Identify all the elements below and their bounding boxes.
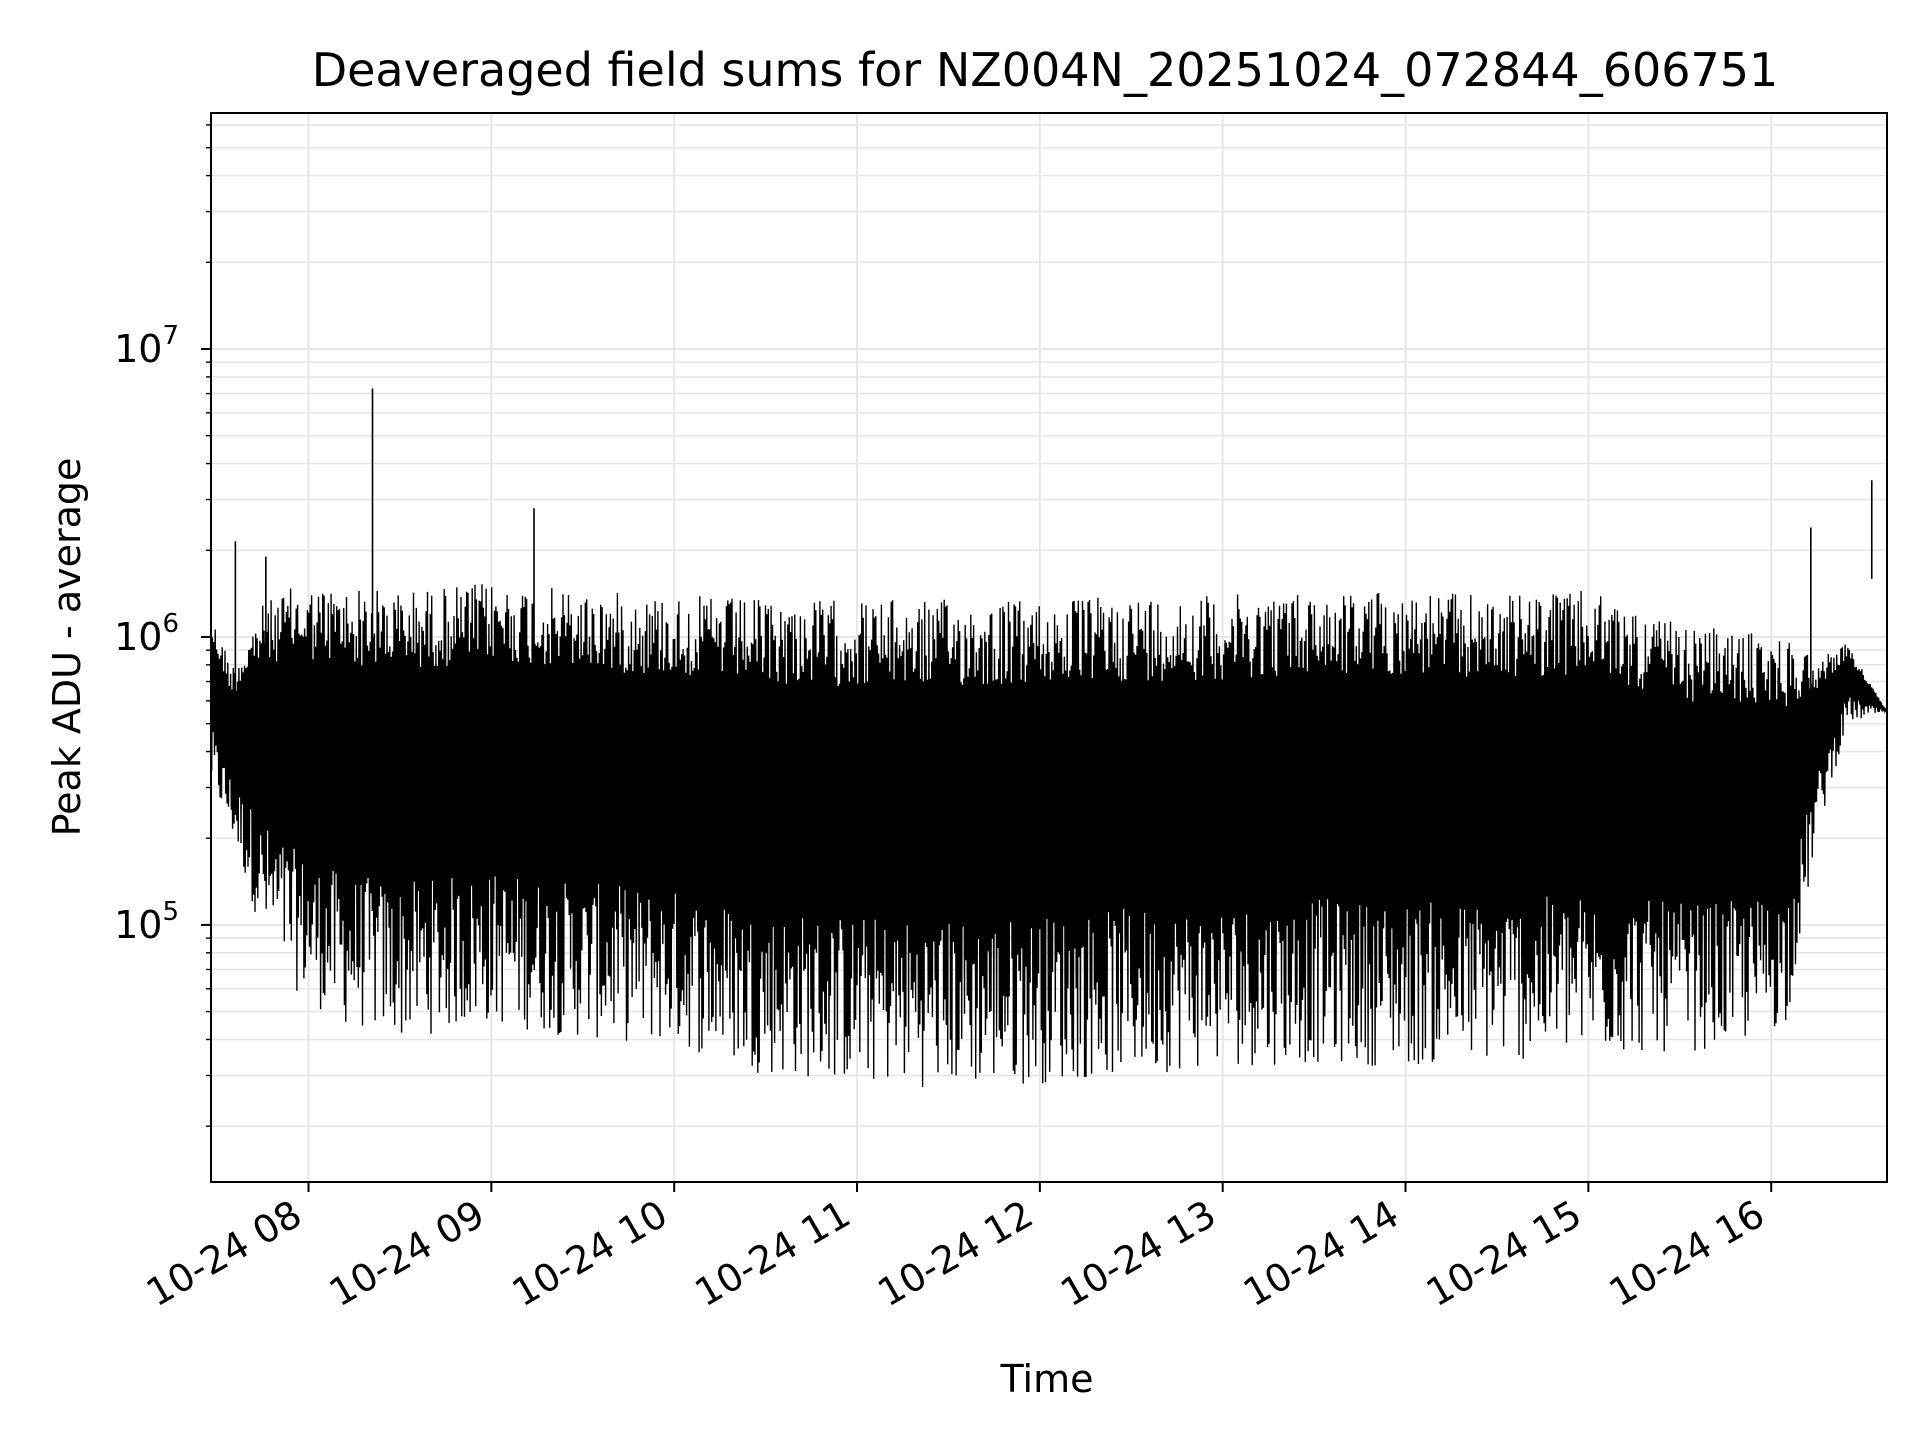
y-axis-label: Peak ADU - average: [45, 458, 89, 837]
data-series: [210, 388, 1888, 1088]
plot-frame: [210, 112, 1888, 1183]
x-axis-label: Time: [1000, 1357, 1094, 1401]
series-line: [210, 584, 1888, 1088]
y-axis: 105 106 107: [114, 124, 211, 1127]
y-tick-label: 107: [114, 321, 179, 371]
y-tick-label: 105: [114, 897, 179, 947]
chart-title: Deaveraged field sums for NZ004N_2025102…: [312, 43, 1779, 97]
y-tick-label: 106: [114, 609, 179, 659]
